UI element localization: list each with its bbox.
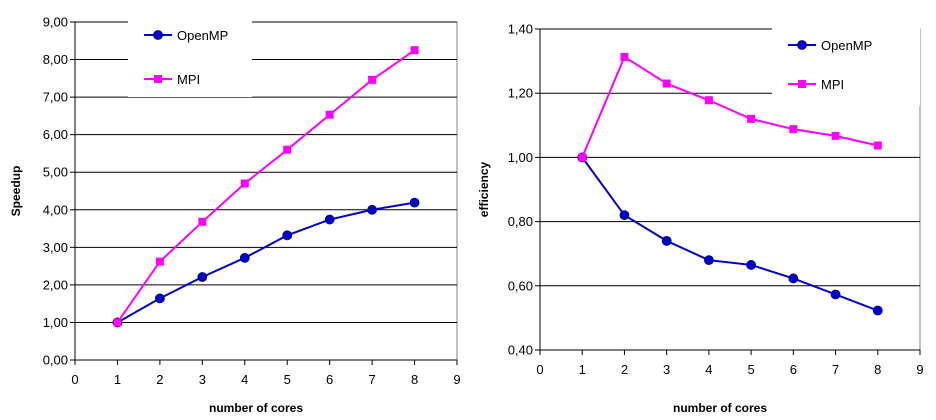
y-tick-label: 6,00: [43, 127, 68, 142]
x-axis-title: number of cores: [209, 401, 303, 415]
x-tick-label: 6: [790, 362, 797, 377]
x-tick-label: 4: [705, 362, 712, 377]
legend-label-openmp: OpenMP: [177, 28, 228, 43]
x-tick-label: 3: [663, 362, 670, 377]
data-point-mpi: [831, 131, 840, 140]
data-point-openmp: [154, 293, 165, 304]
legend-marker-openmp: [153, 30, 163, 40]
data-point-openmp: [788, 273, 799, 284]
data-point-mpi: [283, 145, 292, 154]
series-line-openmp: [581, 156, 879, 312]
legend-label-mpi: MPI: [821, 77, 844, 92]
x-tick-label: 5: [284, 372, 291, 387]
data-point-mpi: [198, 217, 207, 226]
y-tick-label: 7,00: [43, 90, 68, 105]
series-openmp: [577, 152, 883, 316]
x-tick-label: 3: [199, 372, 206, 387]
data-point-mpi: [789, 125, 798, 134]
series-line-mpi: [581, 55, 879, 158]
legend: OpenMP MPI: [772, 20, 920, 106]
data-point-mpi: [873, 141, 882, 150]
legend-marker-mpi: [798, 80, 806, 88]
x-tick-label: 9: [453, 372, 460, 387]
x-tick-label: 4: [241, 372, 248, 387]
y-tick-label: 1,00: [508, 150, 533, 165]
y-tick-label: 4,00: [43, 202, 68, 217]
data-point-mpi: [704, 96, 713, 105]
y-tick-label: 2,00: [43, 277, 68, 292]
data-point-mpi: [325, 110, 334, 119]
data-point-openmp: [872, 305, 883, 316]
data-point-mpi: [240, 179, 249, 188]
data-point-openmp: [409, 197, 420, 208]
y-tick-label: 1,00: [43, 315, 68, 330]
data-point-mpi: [113, 318, 122, 327]
data-point-mpi: [155, 257, 164, 266]
legend-label-openmp: OpenMP: [821, 38, 872, 53]
x-axis-title: number of cores: [673, 401, 767, 415]
x-tick-label: 6: [326, 372, 333, 387]
legend-marker-mpi: [154, 75, 162, 83]
data-point-mpi: [620, 52, 629, 61]
x-tick-label: 5: [747, 362, 754, 377]
y-tick-label: 8,00: [43, 52, 68, 67]
data-point-openmp: [830, 289, 841, 300]
x-tick-label: 1: [579, 362, 586, 377]
y-tick-label: 5,00: [43, 165, 68, 180]
y-tick-label: 1,40: [508, 22, 533, 37]
y-tick-label: 0,00: [43, 353, 68, 368]
data-point-openmp: [661, 235, 672, 246]
series-mpi: [578, 52, 882, 162]
series-mpi: [113, 46, 419, 327]
legend-box: [128, 16, 252, 97]
x-tick-label: 8: [874, 362, 881, 377]
y-tick-label: 1,20: [508, 86, 533, 101]
x-tick-label: 2: [156, 372, 163, 387]
data-point-openmp: [703, 255, 714, 266]
data-point-openmp: [746, 260, 757, 270]
y-tick-label: 0,60: [508, 278, 533, 293]
y-tick-label: 0,40: [508, 343, 533, 358]
x-tick-label: 0: [71, 372, 78, 387]
series-line-openmp: [116, 201, 415, 324]
x-tick-label: 0: [536, 362, 543, 377]
series-line-mpi: [116, 49, 416, 324]
data-point-mpi: [747, 114, 756, 123]
data-point-mpi: [410, 46, 419, 55]
y-tick-label: 9,00: [43, 15, 68, 30]
legend-box: [772, 20, 920, 106]
data-point-openmp: [367, 204, 378, 215]
x-tick-label: 9: [916, 362, 923, 377]
data-point-mpi: [578, 153, 587, 162]
legend: OpenMP MPI: [128, 16, 252, 97]
efficiency-chart: 0,40 0,60 0,80 1,00 1,20 1,40 0 1 2 3 4 5 6 7 8 9 number…: [477, 20, 924, 415]
x-tick-label: 7: [832, 362, 839, 377]
y-tick-label: 0,80: [508, 214, 533, 229]
data-point-openmp: [282, 230, 293, 241]
data-point-mpi: [368, 75, 377, 84]
x-tick-label: 8: [411, 372, 418, 387]
x-tick-label: 7: [368, 372, 375, 387]
legend-marker-openmp: [797, 40, 807, 50]
y-axis-title: Speedup: [9, 166, 23, 217]
x-tick-label: 1: [114, 372, 121, 387]
y-tick-label: 3,00: [43, 240, 68, 255]
legend-label-mpi: MPI: [177, 72, 200, 87]
speedup-chart: 0,00 1,00 2,00 3,00 4,00 5,00 6,00 7,00 8,00 9,00…: [9, 15, 461, 416]
data-point-openmp: [619, 210, 630, 221]
data-point-openmp: [197, 272, 208, 282]
data-point-mpi: [662, 79, 671, 88]
y-axis-title: efficiency: [477, 161, 491, 217]
data-point-openmp: [324, 214, 335, 225]
x-tick-label: 2: [621, 362, 628, 377]
data-point-openmp: [239, 252, 250, 263]
